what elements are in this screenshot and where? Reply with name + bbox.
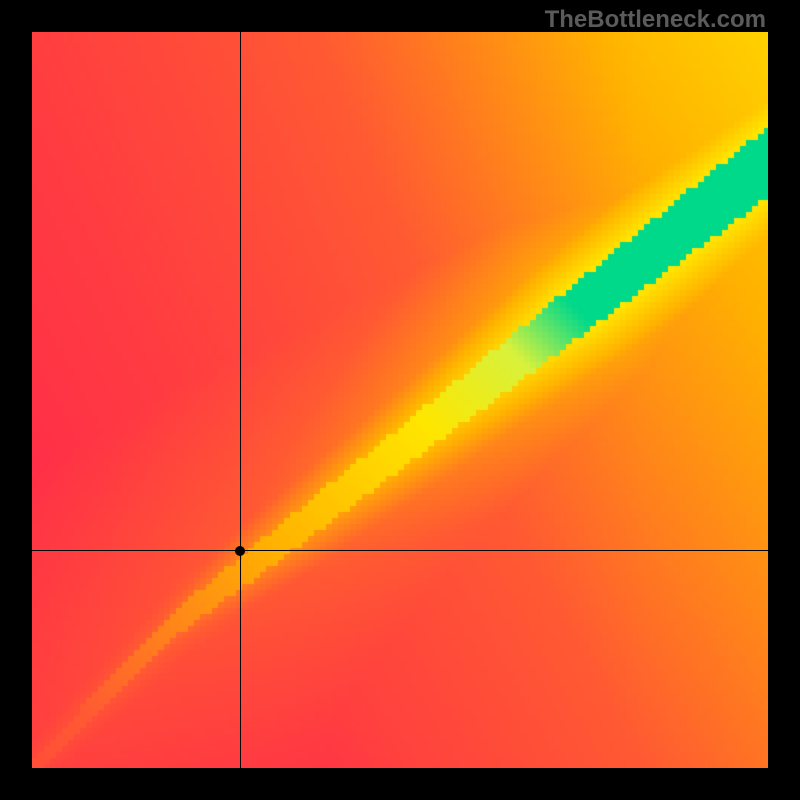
- crosshair-vertical: [240, 32, 241, 768]
- crosshair-horizontal: [32, 550, 768, 551]
- attribution-text: TheBottleneck.com: [545, 6, 766, 34]
- heatmap-plot: [32, 32, 768, 768]
- heatmap-canvas: [32, 32, 768, 768]
